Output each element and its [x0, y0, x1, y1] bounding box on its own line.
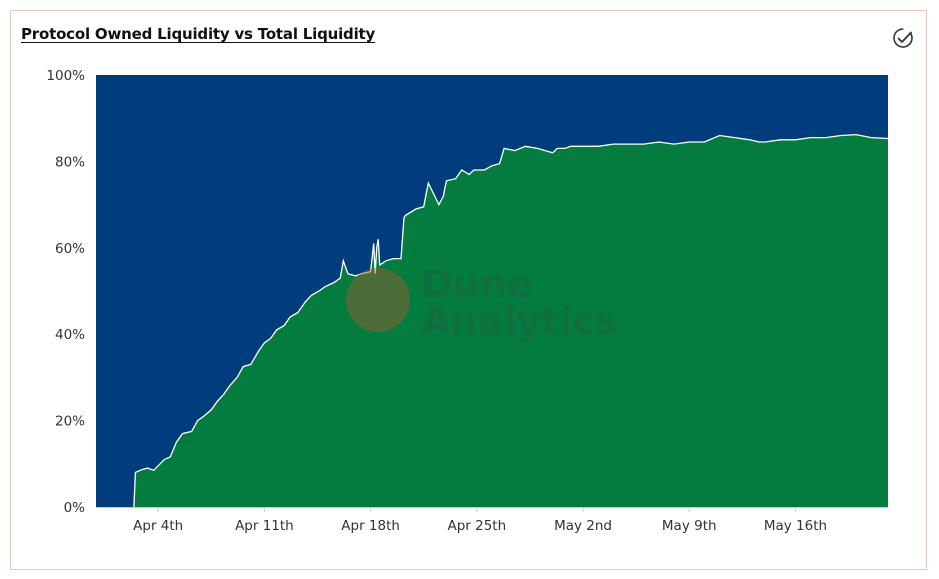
x-tick-label: May 16th [764, 518, 827, 534]
x-tick-label: Apr 4th [133, 518, 183, 534]
y-axis: 0% 20% 40% 60% 80% 100% [46, 68, 85, 516]
y-tick-label: 20% [55, 414, 85, 430]
x-tick-label: Apr 18th [341, 518, 400, 534]
watermark-logo-circle [346, 268, 410, 332]
plot-area [96, 75, 889, 508]
y-tick-label: 100% [46, 68, 85, 84]
protocol-owned-liquidity-area [133, 134, 888, 507]
y-tick-label: 40% [55, 327, 85, 343]
watermark-line1: Dune [421, 262, 532, 306]
dune-analytics-watermark: Dune Analytics [346, 262, 617, 343]
protocol-owned-liquidity-line [133, 133, 889, 508]
x-tick-label: May 2nd [554, 518, 612, 534]
chart-title[interactable]: Protocol Owned Liquidity vs Total Liquid… [21, 25, 376, 43]
y-tick-label: 0% [64, 500, 86, 516]
watermark-line2: Analytics [421, 299, 617, 343]
x-axis: Apr 4th Apr 11th Apr 18th Apr 25th May 2nd Ma… [133, 507, 827, 534]
x-tick-label: May 9th [662, 518, 717, 534]
x-tick-label: Apr 25th [447, 518, 506, 534]
x-tick-label: Apr 11th [235, 518, 294, 534]
verified-check-icon[interactable] [891, 26, 915, 50]
y-tick-label: 60% [55, 241, 85, 257]
y-tick-label: 80% [55, 154, 85, 170]
